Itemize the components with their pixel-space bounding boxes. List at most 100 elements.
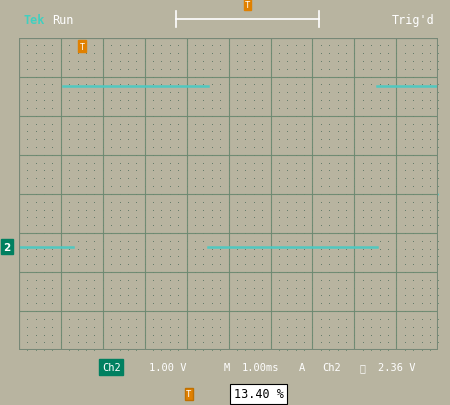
Point — [200, 292, 207, 299]
Text: T: T — [186, 389, 192, 399]
Point — [149, 331, 157, 338]
Point — [82, 199, 90, 205]
Point — [259, 285, 266, 291]
Point — [191, 316, 198, 322]
Point — [309, 105, 316, 112]
Point — [317, 98, 324, 104]
Point — [267, 222, 274, 229]
Point — [74, 230, 81, 237]
Point — [275, 51, 283, 57]
Point — [133, 331, 140, 338]
Point — [359, 59, 366, 65]
Text: Tek: Tek — [23, 14, 45, 27]
Point — [24, 292, 31, 299]
Point — [242, 292, 249, 299]
Point — [342, 238, 350, 244]
Point — [292, 35, 299, 42]
Point — [40, 66, 48, 73]
Point — [426, 129, 433, 135]
Point — [66, 183, 73, 190]
Point — [216, 277, 224, 284]
Point — [116, 254, 123, 260]
Point — [108, 308, 115, 315]
Point — [216, 238, 224, 244]
Point — [66, 191, 73, 198]
Point — [99, 292, 106, 299]
Point — [66, 277, 73, 284]
Point — [301, 339, 308, 346]
Point — [317, 339, 324, 346]
Point — [275, 347, 283, 354]
Point — [401, 331, 408, 338]
Point — [32, 144, 39, 151]
Point — [292, 269, 299, 275]
Point — [410, 292, 417, 299]
Point — [384, 222, 392, 229]
Point — [342, 285, 350, 291]
Point — [183, 316, 190, 322]
Point — [200, 98, 207, 104]
Point — [301, 285, 308, 291]
Point — [108, 292, 115, 299]
Point — [259, 74, 266, 81]
Point — [284, 168, 291, 174]
Point — [393, 222, 400, 229]
Point — [259, 246, 266, 252]
Point — [124, 339, 131, 346]
Point — [216, 66, 224, 73]
Point — [91, 59, 98, 65]
Point — [24, 316, 31, 322]
Point — [99, 207, 106, 213]
Point — [200, 176, 207, 182]
Point — [376, 347, 383, 354]
Point — [66, 35, 73, 42]
Point — [384, 277, 392, 284]
Point — [410, 82, 417, 88]
Point — [309, 183, 316, 190]
Point — [66, 43, 73, 49]
Point — [292, 230, 299, 237]
Point — [166, 176, 174, 182]
Point — [49, 300, 56, 307]
Point — [435, 129, 442, 135]
Point — [418, 339, 425, 346]
Point — [401, 308, 408, 315]
Point — [208, 261, 216, 268]
Point — [275, 207, 283, 213]
Point — [376, 129, 383, 135]
Point — [133, 152, 140, 159]
Point — [359, 292, 366, 299]
Point — [401, 199, 408, 205]
Point — [384, 105, 392, 112]
Point — [40, 254, 48, 260]
Point — [435, 82, 442, 88]
Point — [141, 222, 149, 229]
Point — [334, 160, 341, 166]
Point — [208, 113, 216, 120]
Point — [309, 300, 316, 307]
Point — [158, 51, 165, 57]
Point — [15, 59, 22, 65]
Point — [124, 160, 131, 166]
Point — [116, 246, 123, 252]
Point — [250, 254, 257, 260]
Point — [166, 331, 174, 338]
Point — [15, 292, 22, 299]
Point — [368, 59, 375, 65]
Point — [141, 105, 149, 112]
Text: 13.40 %: 13.40 % — [234, 387, 284, 401]
Point — [91, 207, 98, 213]
Point — [326, 261, 333, 268]
Point — [351, 105, 358, 112]
Point — [418, 66, 425, 73]
Point — [284, 35, 291, 42]
Point — [133, 43, 140, 49]
Point — [301, 59, 308, 65]
Point — [317, 238, 324, 244]
Point — [426, 285, 433, 291]
Point — [301, 51, 308, 57]
Point — [292, 43, 299, 49]
Point — [259, 105, 266, 112]
Point — [342, 207, 350, 213]
Point — [384, 121, 392, 128]
